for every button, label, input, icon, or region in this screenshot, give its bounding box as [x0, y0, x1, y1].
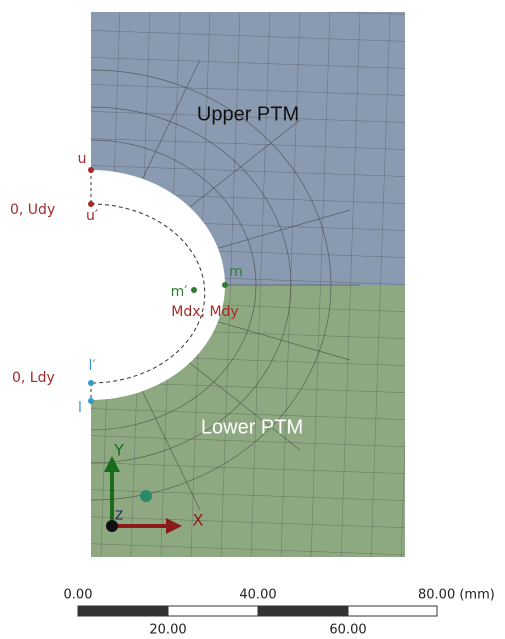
- diagram: Upper PTM Lower PTM u 0, Udy u′ m m′ Mdx…: [0, 0, 505, 639]
- point-label: m: [229, 264, 243, 280]
- coord-label: 0, Ldy: [12, 370, 55, 386]
- axis-label: Z: [115, 509, 123, 523]
- point-label: u: [78, 151, 87, 167]
- scale-segment: [168, 606, 258, 616]
- point-m-prime: [191, 287, 197, 293]
- point-label: l: [78, 400, 82, 416]
- scale-label: 60.00: [329, 623, 366, 638]
- coord-label: Mdx, Mdy: [171, 304, 238, 320]
- scale-label: 40.00: [239, 588, 276, 603]
- axis-label: X: [193, 511, 204, 530]
- scale-segment: [348, 606, 437, 616]
- point-label: u′: [86, 208, 98, 224]
- triad-ball: [140, 490, 152, 502]
- point-u-prime: [88, 201, 94, 207]
- coord-label: 0, Udy: [10, 202, 55, 218]
- mesh-body: [0, 12, 405, 557]
- scale-bar: 0.00 40.00 80.00 (mm) 20.00 60.00: [64, 588, 495, 638]
- point-u: [88, 167, 94, 173]
- point-m: [222, 282, 228, 288]
- page: {"regions": {"upper": "Upper PTM", "lowe…: [0, 0, 505, 639]
- point-label: m′: [171, 284, 188, 300]
- point-l-prime: [88, 380, 94, 386]
- point-l: [88, 398, 94, 404]
- scale-label: 20.00: [149, 623, 186, 638]
- region-label: Lower PTM: [201, 416, 303, 438]
- scale-label: 0.00: [64, 588, 93, 603]
- point-label: l′: [88, 358, 95, 374]
- scale-segment: [258, 606, 348, 616]
- scale-label: 80.00 (mm): [418, 588, 495, 603]
- axis-label: Y: [113, 441, 124, 460]
- region-label: Upper PTM: [197, 103, 299, 125]
- scale-segment: [78, 606, 168, 616]
